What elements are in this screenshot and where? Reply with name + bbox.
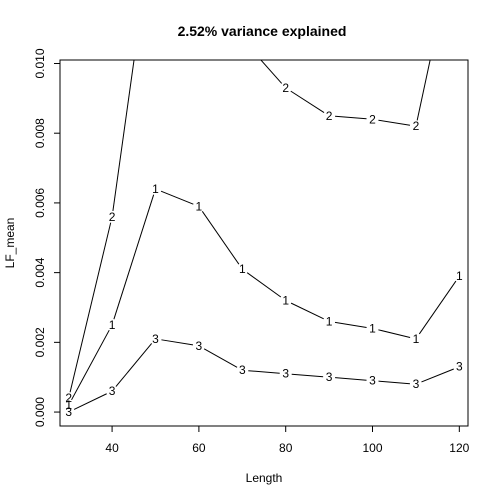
series-1-segment xyxy=(290,302,324,320)
series-1-point: 1 xyxy=(196,199,203,213)
series-3-point: 3 xyxy=(369,374,376,388)
series-1-segment xyxy=(378,329,411,338)
series-3-point: 3 xyxy=(152,332,159,346)
y-tick-label: 0.004 xyxy=(33,257,47,287)
series-3-segment xyxy=(421,368,454,383)
series-1-segment xyxy=(160,190,194,205)
series-3-segment xyxy=(203,348,238,368)
series-3-point: 3 xyxy=(326,370,333,384)
series-2-segment xyxy=(69,222,112,393)
series-3-point: 3 xyxy=(239,363,246,377)
series-3: 3 3 3 3 3 3 3 3 3 3 xyxy=(65,332,463,419)
series-3-segment xyxy=(378,380,410,385)
series-1-segment xyxy=(201,211,240,265)
series-2-point: 2 xyxy=(109,210,116,224)
series-2: 2222222222 xyxy=(65,60,431,405)
series-3-segment xyxy=(73,393,107,410)
x-axis-label: Length xyxy=(246,471,283,485)
x-axis: 40 60 80 100 120 xyxy=(105,426,470,455)
series-2-segment xyxy=(260,60,283,84)
series-1-point: 1 xyxy=(413,332,420,346)
series-1-point: 1 xyxy=(152,182,159,196)
series-2-point: 2 xyxy=(65,391,72,405)
series-1-point: 1 xyxy=(109,318,116,332)
series-2-point: 2 xyxy=(282,81,289,95)
series-3-segment xyxy=(161,339,194,346)
series-3-segment xyxy=(115,343,153,387)
series-1-segment xyxy=(246,272,282,298)
series-1-point: 1 xyxy=(65,398,72,412)
y-tick-label: 0.008 xyxy=(33,118,47,148)
series-3-point: 3 xyxy=(196,339,203,353)
series-3-point: 3 xyxy=(65,405,72,419)
chart-title: 2.52% variance explained xyxy=(178,23,347,39)
series-2-segment xyxy=(112,60,135,211)
series-1-segment xyxy=(113,194,155,320)
series-1: 1 1 1 1 1 1 1 1 1 1 xyxy=(65,182,463,412)
plot-frame xyxy=(59,59,469,427)
series-2-point: 2 xyxy=(326,109,333,123)
y-tick-label: 0.000 xyxy=(33,397,47,427)
y-tick-label: 0.006 xyxy=(33,188,47,218)
series-2-segment xyxy=(378,119,411,126)
x-tick-label: 60 xyxy=(192,441,206,455)
series-layer: 111111111122222222223333333333 xyxy=(65,60,463,419)
series-2-segment xyxy=(335,115,367,120)
series-1-segment xyxy=(418,280,457,335)
series-1-point: 1 xyxy=(239,262,246,276)
x-tick-label: 120 xyxy=(449,441,469,455)
series-1-segment xyxy=(71,329,110,401)
series-3-segment xyxy=(248,370,280,374)
y-tick-label: 0.002 xyxy=(33,327,47,357)
y-tick-label: 0.010 xyxy=(33,48,47,78)
series-1-point: 1 xyxy=(282,294,289,308)
x-tick-label: 100 xyxy=(362,441,382,455)
x-tick-label: 40 xyxy=(105,441,119,455)
series-2-point: 2 xyxy=(413,119,420,133)
series-1-point: 1 xyxy=(369,321,376,335)
series-3-segment xyxy=(335,377,367,381)
series-3-point: 3 xyxy=(109,384,116,398)
x-tick-label: 80 xyxy=(279,441,293,455)
y-axis-label: LF_mean xyxy=(3,218,17,269)
series-3-point: 3 xyxy=(413,377,420,391)
series-3-point: 3 xyxy=(456,360,463,374)
y-axis: 0.000 0.002 0.004 0.006 0.008 0.010 xyxy=(33,48,60,427)
series-2-segment xyxy=(416,60,431,121)
series-3-segment xyxy=(291,373,324,378)
series-1-point: 1 xyxy=(326,314,333,328)
series-3-point: 3 xyxy=(282,367,289,381)
series-1-point: 1 xyxy=(456,269,463,283)
series-2-point: 2 xyxy=(369,112,376,126)
series-2-segment xyxy=(290,90,325,113)
series-1-segment xyxy=(334,321,367,328)
